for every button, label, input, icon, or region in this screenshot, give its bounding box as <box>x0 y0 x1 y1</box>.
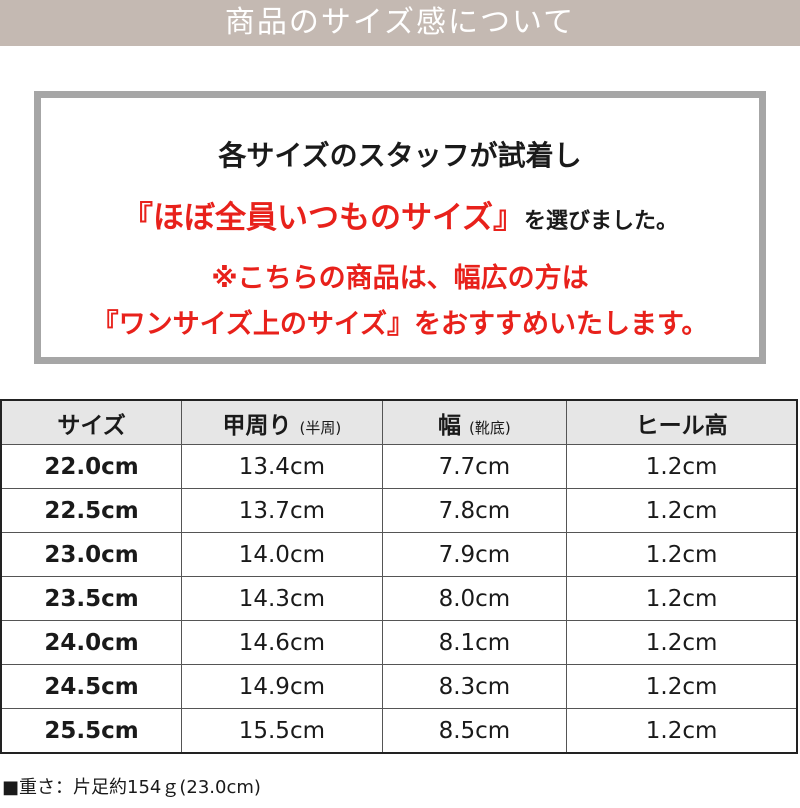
notice-line-3: ※こちらの商品は、幅広の方は <box>211 263 589 294</box>
table-row: 23.5cm 14.3cm 8.0cm 1.2cm <box>0 576 798 621</box>
table-cell: 14.0cm <box>181 532 383 577</box>
table-cell: 7.8cm <box>381 488 568 533</box>
table-cell: 1.2cm <box>566 444 798 489</box>
table-cell: 8.3cm <box>381 664 568 709</box>
weight-note: ■重さ：片足約154ｇ(23.0cm) <box>2 777 261 798</box>
table-cell: 14.6cm <box>181 620 383 665</box>
notice-line-2: 『ほぼ全員いつものサイズ』を選びました。 <box>41 192 759 237</box>
table-cell: 1.2cm <box>566 620 798 665</box>
table-cell: 8.5cm <box>381 708 568 754</box>
table-row: 24.5cm 14.9cm 8.3cm 1.2cm <box>0 664 798 709</box>
table-row: 22.0cm 13.4cm 7.7cm 1.2cm <box>0 444 798 489</box>
table-row: 23.0cm 14.0cm 7.9cm 1.2cm <box>0 532 798 577</box>
notice-line-4: 『ワンサイズ上のサイズ』をおすすめいたします。 <box>91 309 709 340</box>
table-header-row: サイズ 甲周り (半周) 幅 (靴底) ヒール高 <box>0 399 798 445</box>
column-header-label: ヒール高 <box>635 412 728 439</box>
table-cell: 24.0cm <box>0 620 183 665</box>
table-cell: 13.4cm <box>181 444 383 489</box>
table-row: 25.5cm 15.5cm 8.5cm 1.2cm <box>0 708 798 754</box>
section-title: 商品のサイズ感について <box>224 5 576 40</box>
column-header: サイズ <box>0 399 183 445</box>
table-cell: 23.0cm <box>0 532 183 577</box>
table-cell: 7.9cm <box>381 532 568 577</box>
section-title-band: 商品のサイズ感について <box>0 0 800 46</box>
column-header-sub: (靴底) <box>469 418 511 437</box>
table-cell: 22.5cm <box>0 488 183 533</box>
notice-line-1: 各サイズのスタッフが試着し <box>218 139 582 172</box>
table-cell: 8.1cm <box>381 620 568 665</box>
table-cell: 24.5cm <box>0 664 183 709</box>
table-cell: 13.7cm <box>181 488 383 533</box>
table-cell: 14.9cm <box>181 664 383 709</box>
table-cell: 1.2cm <box>566 664 798 709</box>
column-header: 幅 (靴底) <box>381 399 568 445</box>
size-table: サイズ 甲周り (半周) 幅 (靴底) ヒール高 22.0cm 13.4cm 7.7cm 1… <box>0 399 798 754</box>
table-row: 24.0cm 14.6cm 8.1cm 1.2cm <box>0 620 798 665</box>
table-cell: 22.0cm <box>0 444 183 489</box>
table-cell: 23.5cm <box>0 576 183 621</box>
table-cell: 1.2cm <box>566 532 798 577</box>
table-row: 22.5cm 13.7cm 7.8cm 1.2cm <box>0 488 798 533</box>
notice-line-2-tail: を選びました。 <box>524 209 679 234</box>
column-header-label: 幅 <box>438 412 462 439</box>
column-header: ヒール高 <box>566 399 798 445</box>
notice-highlight: 『ほぼ全員いつものサイズ』 <box>121 200 525 236</box>
table-cell: 7.7cm <box>381 444 568 489</box>
table-cell: 25.5cm <box>0 708 183 754</box>
table-cell: 15.5cm <box>181 708 383 754</box>
table-cell: 1.2cm <box>566 576 798 621</box>
table-cell: 1.2cm <box>566 708 798 754</box>
notice-box: 各サイズのスタッフが試着し 『ほぼ全員いつものサイズ』を選びました。 ※こちらの… <box>34 91 766 364</box>
table-cell: 14.3cm <box>181 576 383 621</box>
table-cell: 1.2cm <box>566 488 798 533</box>
column-header-label: サイズ <box>57 412 126 439</box>
column-header-label: 甲周り <box>222 412 292 439</box>
table-cell: 8.0cm <box>381 576 568 621</box>
column-header: 甲周り (半周) <box>181 399 383 445</box>
column-header-sub: (半周) <box>299 418 342 437</box>
